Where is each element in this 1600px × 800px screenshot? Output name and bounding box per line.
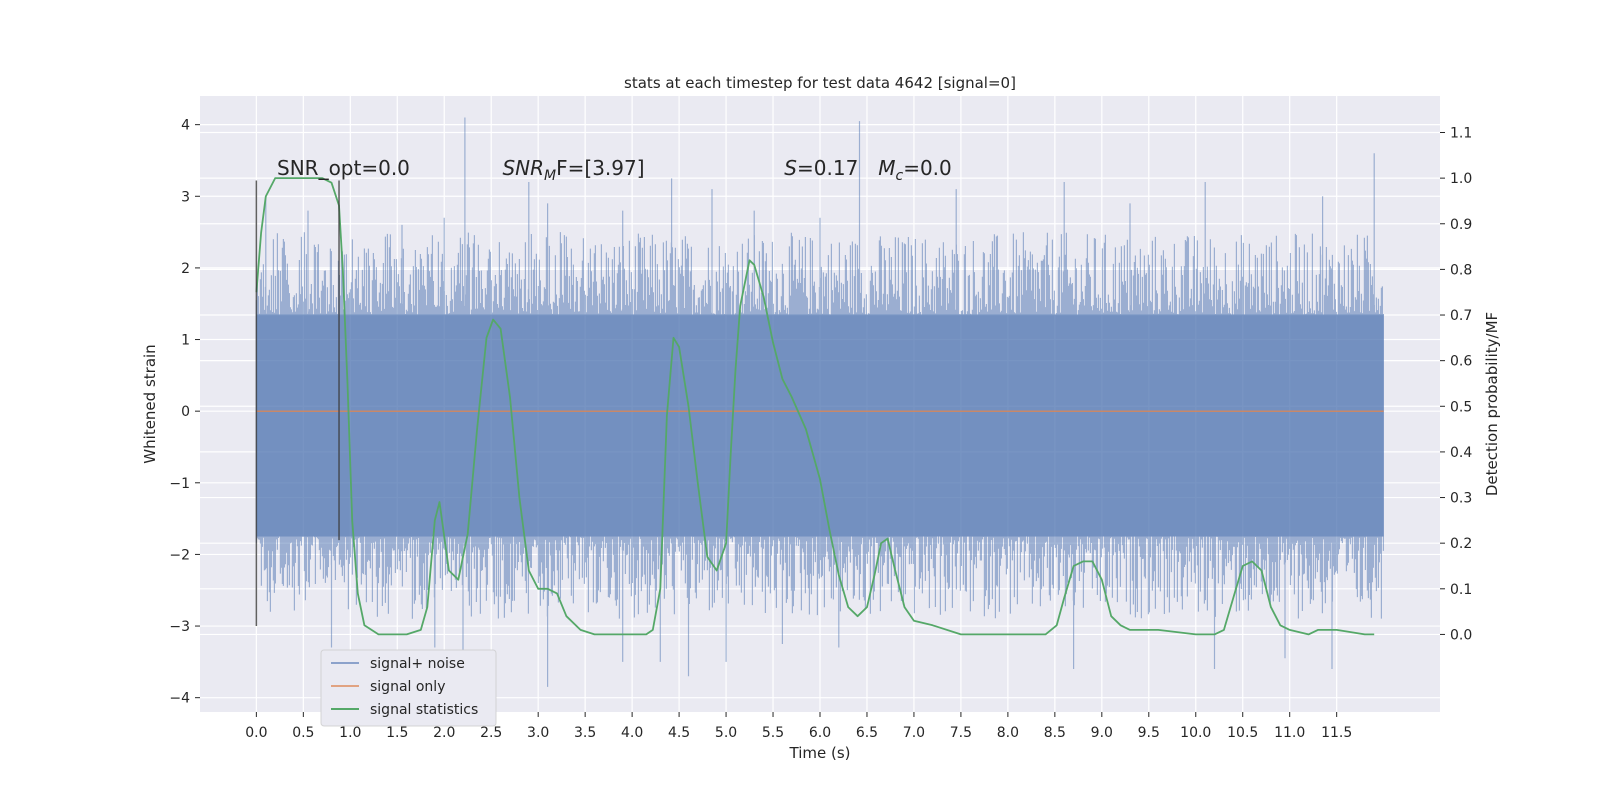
y2-tick-label: 0.0 [1450,627,1472,643]
line-series [255,177,1384,636]
x-tick-label: 6.5 [856,725,878,741]
y2-tick-label: 0.2 [1450,536,1472,552]
y2-tick-label: 0.7 [1450,308,1472,324]
x-tick-label: 8.5 [1044,725,1066,741]
y-tick-label: −4 [169,691,190,707]
y-tick-label: 3 [181,189,190,205]
legend-label-signal-statistics: signal statistics [370,702,478,718]
legend: signal+ noise signal only signal statist… [320,649,497,727]
signal-statistics-line [255,177,1375,636]
y2-tick-label: 0.5 [1450,399,1472,415]
x-tick-label: 0.0 [245,725,267,741]
y2-axis-ticks: 1.1 1.0 0.9 0.8 0.7 0.6 0.5 0.4 0.3 0.2 0.1 0.0 [1440,126,1472,643]
annotation-text: Mc=0.0 [878,156,952,184]
x-tick-label: 4.5 [668,725,690,741]
x-tick-label: 7.0 [903,725,925,741]
x-tick-label: 8.0 [997,725,1019,741]
x-tick-label: 3.0 [527,725,549,741]
annotation-subscript: M [544,168,556,184]
y2-tick-label: 0.1 [1450,582,1472,598]
y-tick-label: 4 [181,118,190,134]
annotation-text: SNR_opt=0.0 [277,156,410,180]
x-tick-label: 1.5 [386,725,408,741]
x-tick-label: 0.5 [292,725,314,741]
y2-tick-label: 0.4 [1450,445,1472,461]
x-tick-label: 3.5 [574,725,596,741]
x-tick-label: 5.0 [715,725,737,741]
x-tick-label: 10.0 [1180,725,1211,741]
y2-tick-label: 0.6 [1450,354,1472,370]
signal-noise-core [256,314,1384,537]
legend-label-signal-only: signal only [370,679,445,695]
annotation-value: =0.17 [797,156,858,180]
y2-tick-label: 0.9 [1450,217,1472,233]
x-tick-label: 4.0 [621,725,643,741]
x-tick-label: 10.5 [1227,725,1258,741]
x-tick-label: 5.5 [762,725,784,741]
annotation-main: M [878,156,895,180]
x-tick-label: 2.0 [433,725,455,741]
annotations: SNR_opt=0.0 SNRMF=[3.97] S=0.17 Mc=0.0 [277,156,952,184]
y-tick-label: 2 [181,261,190,277]
y-axis-ticks: 4 3 2 1 0 −1 −2 −3 −4 [169,118,200,707]
annotation-subscript: c [896,168,904,184]
y-tick-label: 0 [181,404,190,420]
y-axis-title: Whitened strain [141,344,159,463]
x-tick-label: 2.5 [480,725,502,741]
annotation-text: S=0.17 [784,156,858,180]
y2-tick-label: 1.1 [1450,126,1472,142]
x-tick-label: 1.0 [339,725,361,741]
x-tick-label: 7.5 [950,725,972,741]
y2-tick-label: 0.8 [1450,262,1472,278]
annotation-value: F=[3.97] [556,156,644,180]
x-tick-label: 11.5 [1321,725,1352,741]
annotation-main: S [784,156,797,180]
y2-tick-label: 0.3 [1450,491,1472,507]
x-axis-title: Time (s) [789,744,851,762]
x-tick-label: 9.0 [1091,725,1113,741]
y2-tick-label: 1.0 [1450,171,1472,187]
x-tick-label: 6.0 [809,725,831,741]
vertical-markers [255,180,340,627]
annotation-main: SNR [502,156,544,180]
signal-noise-series [255,117,1384,687]
y-tick-label: 1 [181,333,190,349]
x-axis-ticks: 0.0 0.5 1.0 1.5 2.0 2.5 3.0 3.5 4.0 4.5 5.0 5.5 6.0 6… [245,712,1352,741]
x-tick-label: 9.5 [1138,725,1160,741]
annotation-main: SNR_opt=0.0 [277,156,410,180]
y-tick-label: −2 [169,547,190,563]
annotation-text: SNRMF=[3.97] [502,156,644,184]
y-tick-label: −3 [169,619,190,635]
x-tick-label: 11.0 [1274,725,1305,741]
chart-title: stats at each timestep for test data 464… [624,74,1016,92]
legend-label-signal-noise: signal+ noise [370,656,465,672]
y-tick-label: −1 [169,476,190,492]
legend-box [320,649,497,727]
y2-axis-title: Detection probability/MF [1483,312,1501,496]
annotation-value: =0.0 [903,156,952,180]
